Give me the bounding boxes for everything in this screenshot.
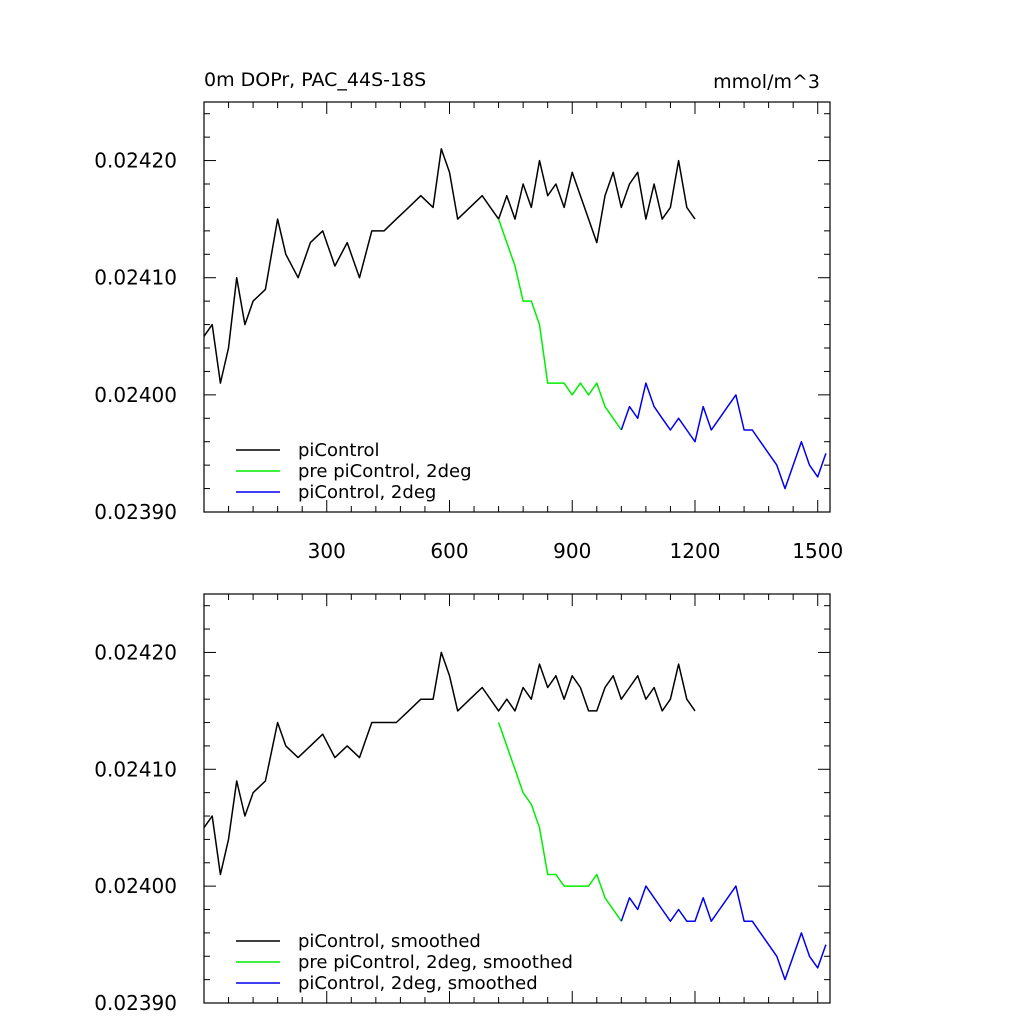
series-line-2 <box>620 382 827 490</box>
y-tick-label: 0.02420 <box>94 640 177 664</box>
chart-bottom-smoothed: 0.02390 0.02400 0.02410 0.02420 piControl, s… <box>94 593 831 1015</box>
y-tick-label: 0.02400 <box>94 383 177 407</box>
y-tick-label: 0.02400 <box>94 874 177 898</box>
legend-label-2: piControl, 2deg <box>298 482 436 503</box>
series-line-0 <box>203 148 696 384</box>
series-line-1 <box>497 722 622 922</box>
x-tick-label: 600 <box>430 539 468 563</box>
series-line-0 <box>203 651 696 876</box>
y-tick-label: 0.02410 <box>94 757 177 781</box>
plot-frame <box>203 593 831 1004</box>
x-tick-label: 1500 <box>792 539 843 563</box>
plot-frame <box>203 101 831 513</box>
x-tick-label: 1200 <box>670 539 721 563</box>
legend-label-2: piControl, 2deg, smoothed <box>298 973 538 994</box>
chart-top-raw: 300 600 900 1200 1500 0.02390 0.02400 0.02410 0.… <box>94 69 843 563</box>
y-tick-label: 0.02420 <box>94 149 177 173</box>
x-tick-label: 900 <box>553 539 591 563</box>
legend-label-0: piControl <box>298 440 380 461</box>
y-tick-label: 0.02390 <box>94 991 177 1015</box>
legend-label-1: pre piControl, 2deg <box>298 461 472 482</box>
series-line-2 <box>620 885 827 981</box>
series-line-1 <box>497 218 622 431</box>
y-tick-label: 0.02410 <box>94 266 177 290</box>
units-label: mmol/m^3 <box>713 71 820 93</box>
x-tick-label: 300 <box>308 539 346 563</box>
legend-label-0: piControl, smoothed <box>298 931 481 952</box>
y-tick-label: 0.02390 <box>94 500 177 524</box>
legend-label-1: pre piControl, 2deg, smoothed <box>298 952 573 973</box>
chart-title: 0m DOPr, PAC_44S-18S <box>204 69 426 91</box>
